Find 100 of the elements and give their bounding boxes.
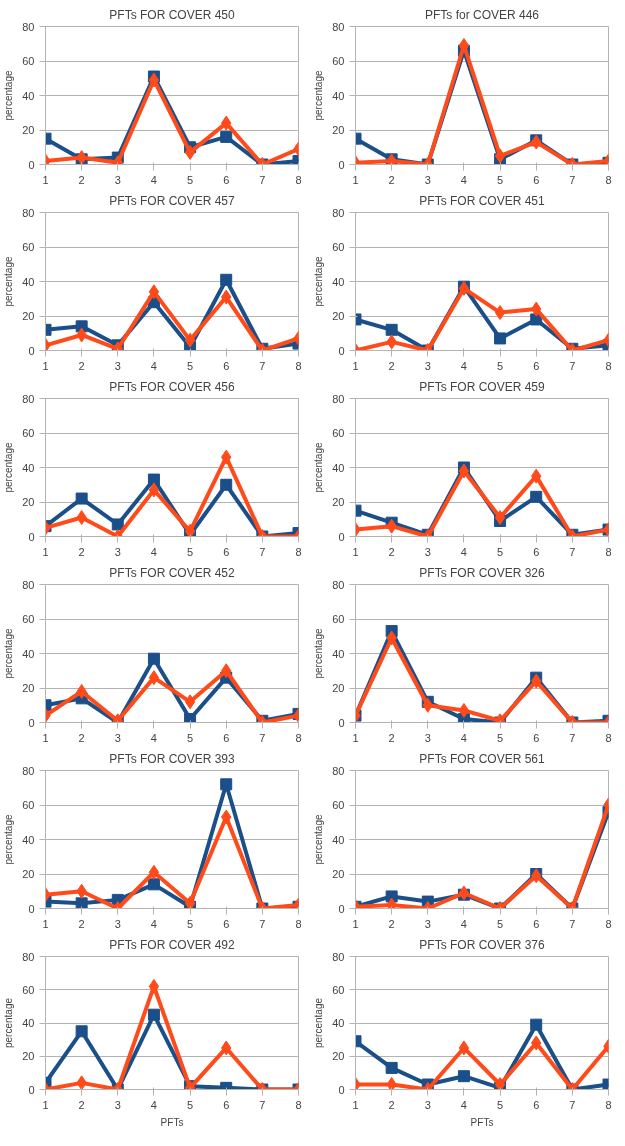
- y-axis-title: percentage: [313, 814, 325, 865]
- y-axis-title: percentage: [313, 997, 325, 1049]
- y-tick-label: 60: [22, 799, 35, 811]
- y-tick-label: 40: [332, 461, 345, 474]
- x-tick-label: 4: [460, 731, 467, 744]
- x-tick-label: 1: [352, 731, 359, 744]
- x-tick-label: 8: [295, 731, 302, 744]
- y-tick-label: 40: [22, 89, 35, 102]
- x-tick-label: 6: [223, 359, 230, 372]
- y-tick-label: 0: [338, 158, 345, 171]
- x-tick-label: 6: [223, 731, 230, 744]
- x-tick-label: 8: [295, 173, 302, 186]
- y-axis-title: percentage: [313, 628, 325, 679]
- y-tick-label: 60: [332, 427, 345, 439]
- x-tick-label: 3: [114, 359, 121, 372]
- x-tick-label: 2: [78, 545, 85, 558]
- y-tick-label: 0: [28, 902, 35, 915]
- x-tick-label: 4: [150, 359, 157, 372]
- x-tick-label: 5: [497, 1098, 504, 1111]
- y-axis-title: percentage: [3, 70, 15, 121]
- y-tick-label: 20: [22, 496, 35, 508]
- x-tick-label: 5: [187, 359, 194, 372]
- x-tick-label: 6: [223, 917, 230, 930]
- y-tick-label: 40: [22, 647, 35, 660]
- x-tick-label: 7: [259, 917, 266, 930]
- y-tick-label: 80: [22, 20, 35, 33]
- x-tick-label: 1: [352, 1098, 359, 1111]
- x-tick-label: 1: [42, 731, 49, 744]
- y-tick-label: 60: [332, 241, 345, 253]
- y-tick-label: 80: [22, 206, 35, 219]
- y-tick-label: 0: [28, 158, 35, 171]
- x-tick-label: 5: [497, 359, 504, 372]
- x-tick-label: 7: [569, 359, 576, 372]
- chart-title: PFTs FOR COVER 326: [419, 565, 546, 580]
- x-tick-label: 3: [114, 731, 121, 744]
- x-tick-label: 5: [187, 917, 194, 930]
- y-tick-label: 20: [22, 1050, 35, 1063]
- x-tick-label: 2: [388, 173, 395, 186]
- chart-title: PFTs FOR COVER 452: [109, 565, 236, 580]
- x-tick-label: 4: [150, 917, 157, 930]
- x-tick-label: 1: [42, 173, 49, 186]
- x-tick-label: 3: [424, 917, 431, 930]
- y-axis-title: percentage: [3, 442, 15, 493]
- x-tick-label: 3: [424, 173, 431, 186]
- x-tick-label: 4: [460, 359, 467, 372]
- y-axis-title: percentage: [3, 628, 15, 679]
- x-tick-label: 8: [295, 545, 302, 558]
- x-tick-label: 6: [533, 917, 540, 930]
- x-tick-label: 4: [460, 545, 467, 558]
- y-tick-label: 60: [22, 613, 35, 625]
- y-tick-label: 40: [22, 1017, 35, 1029]
- x-tick-label: 5: [187, 173, 194, 186]
- y-tick-label: 20: [22, 682, 35, 694]
- x-tick-label: 3: [114, 173, 121, 186]
- x-tick-label: 7: [569, 545, 576, 558]
- y-tick-label: 60: [22, 983, 35, 996]
- y-tick-label: 80: [332, 950, 345, 963]
- x-tick-label: 7: [569, 917, 576, 930]
- y-tick-label: 40: [332, 833, 345, 846]
- x-tick-label: 8: [295, 917, 302, 930]
- x-tick-label: 6: [533, 731, 540, 744]
- x-tick-label: 8: [605, 1098, 612, 1111]
- x-tick-label: 5: [497, 731, 504, 744]
- x-tick-label: 2: [388, 545, 395, 558]
- x-tick-label: 2: [388, 731, 395, 744]
- chart-title: PFTs FOR COVER 492: [109, 937, 236, 952]
- x-tick-label: 5: [497, 545, 504, 558]
- x-tick-label: 7: [569, 1098, 576, 1111]
- x-tick-label: 4: [460, 173, 467, 186]
- x-tick-label: 8: [605, 731, 612, 744]
- chart-title: PFTs FOR COVER 457: [109, 193, 236, 208]
- y-tick-label: 60: [22, 427, 35, 439]
- y-tick-label: 0: [338, 344, 345, 357]
- chart-title: PFTs FOR COVER 376: [419, 937, 546, 952]
- x-tick-label: 3: [424, 359, 431, 372]
- chart-title: PFTs FOR COVER 561: [419, 751, 546, 766]
- y-axis-title: percentage: [3, 814, 15, 865]
- y-axis-title: percentage: [313, 442, 325, 493]
- x-tick-label: 8: [605, 545, 612, 558]
- x-axis-title: PFTs: [470, 1116, 494, 1128]
- y-tick-label: 60: [332, 55, 345, 67]
- x-tick-label: 7: [569, 731, 576, 744]
- chart-title: PFTs for COVER 446: [424, 7, 540, 22]
- x-tick-label: 3: [114, 545, 121, 558]
- x-tick-label: 2: [78, 1098, 85, 1111]
- y-tick-label: 40: [332, 89, 345, 102]
- x-tick-label: 2: [78, 731, 85, 744]
- y-tick-label: 40: [332, 647, 345, 660]
- x-tick-label: 8: [295, 1098, 302, 1111]
- x-tick-label: 6: [223, 173, 230, 186]
- y-tick-label: 0: [338, 1083, 345, 1096]
- x-tick-label: 7: [259, 545, 266, 558]
- y-tick-label: 20: [332, 682, 345, 694]
- x-tick-label: 1: [352, 545, 359, 558]
- y-tick-label: 20: [332, 868, 345, 880]
- x-tick-label: 4: [460, 917, 467, 930]
- y-tick-label: 80: [332, 392, 345, 405]
- x-tick-label: 6: [533, 173, 540, 186]
- y-tick-label: 0: [338, 530, 345, 543]
- y-axis-title: percentage: [3, 997, 15, 1049]
